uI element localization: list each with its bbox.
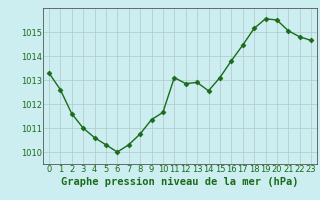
X-axis label: Graphe pression niveau de la mer (hPa): Graphe pression niveau de la mer (hPa)	[61, 177, 299, 187]
